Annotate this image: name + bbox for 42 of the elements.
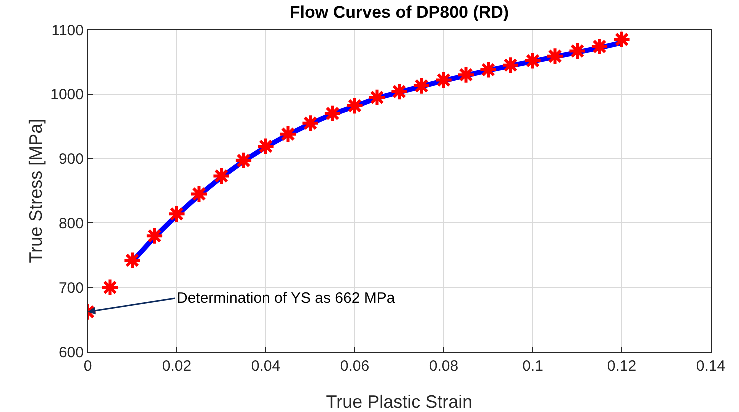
point	[278, 125, 298, 144]
y-axis-title: True Stress [MPa]	[26, 118, 46, 264]
x-tick-label: 0.08	[429, 358, 459, 375]
point	[590, 37, 610, 56]
x-tick-label: 0.06	[340, 358, 370, 375]
point	[568, 42, 587, 61]
point	[234, 151, 254, 170]
point	[412, 76, 432, 96]
x-tick-label: 0.1	[522, 358, 544, 375]
point	[168, 204, 186, 224]
x-tick-label: 0.14	[696, 358, 726, 375]
x-tick-label: 0.04	[251, 358, 281, 375]
x-tick-label: 0.02	[162, 358, 192, 375]
point	[145, 226, 164, 246]
y-tick-label: 1000	[50, 86, 84, 104]
y-tick-label: 900	[58, 151, 84, 168]
x-tick-label: 0	[84, 358, 92, 375]
y-tick-label: 600	[58, 344, 84, 362]
x-tick-label: 0.12	[607, 358, 637, 375]
y-tick-label: 800	[58, 215, 84, 232]
point	[190, 184, 209, 204]
point	[612, 30, 632, 49]
point	[301, 114, 320, 133]
point	[100, 278, 120, 297]
point	[212, 166, 231, 186]
point	[434, 70, 454, 90]
point	[390, 82, 409, 102]
x-axis-title: True Plastic Strain	[326, 392, 473, 412]
point	[546, 47, 565, 66]
annotation: Determination of YS as 662 MPa	[177, 290, 396, 307]
point	[524, 52, 542, 70]
point	[323, 104, 342, 124]
point	[501, 56, 520, 75]
point	[346, 96, 364, 116]
point	[456, 66, 476, 84]
point	[479, 60, 498, 80]
y-tick-label: 700	[58, 280, 84, 297]
point	[123, 251, 142, 270]
point	[256, 137, 276, 156]
point	[368, 88, 387, 107]
y-tick-label: 1100	[52, 22, 84, 40]
chart-title: Flow Curves of DP800 (RD)	[290, 3, 510, 22]
